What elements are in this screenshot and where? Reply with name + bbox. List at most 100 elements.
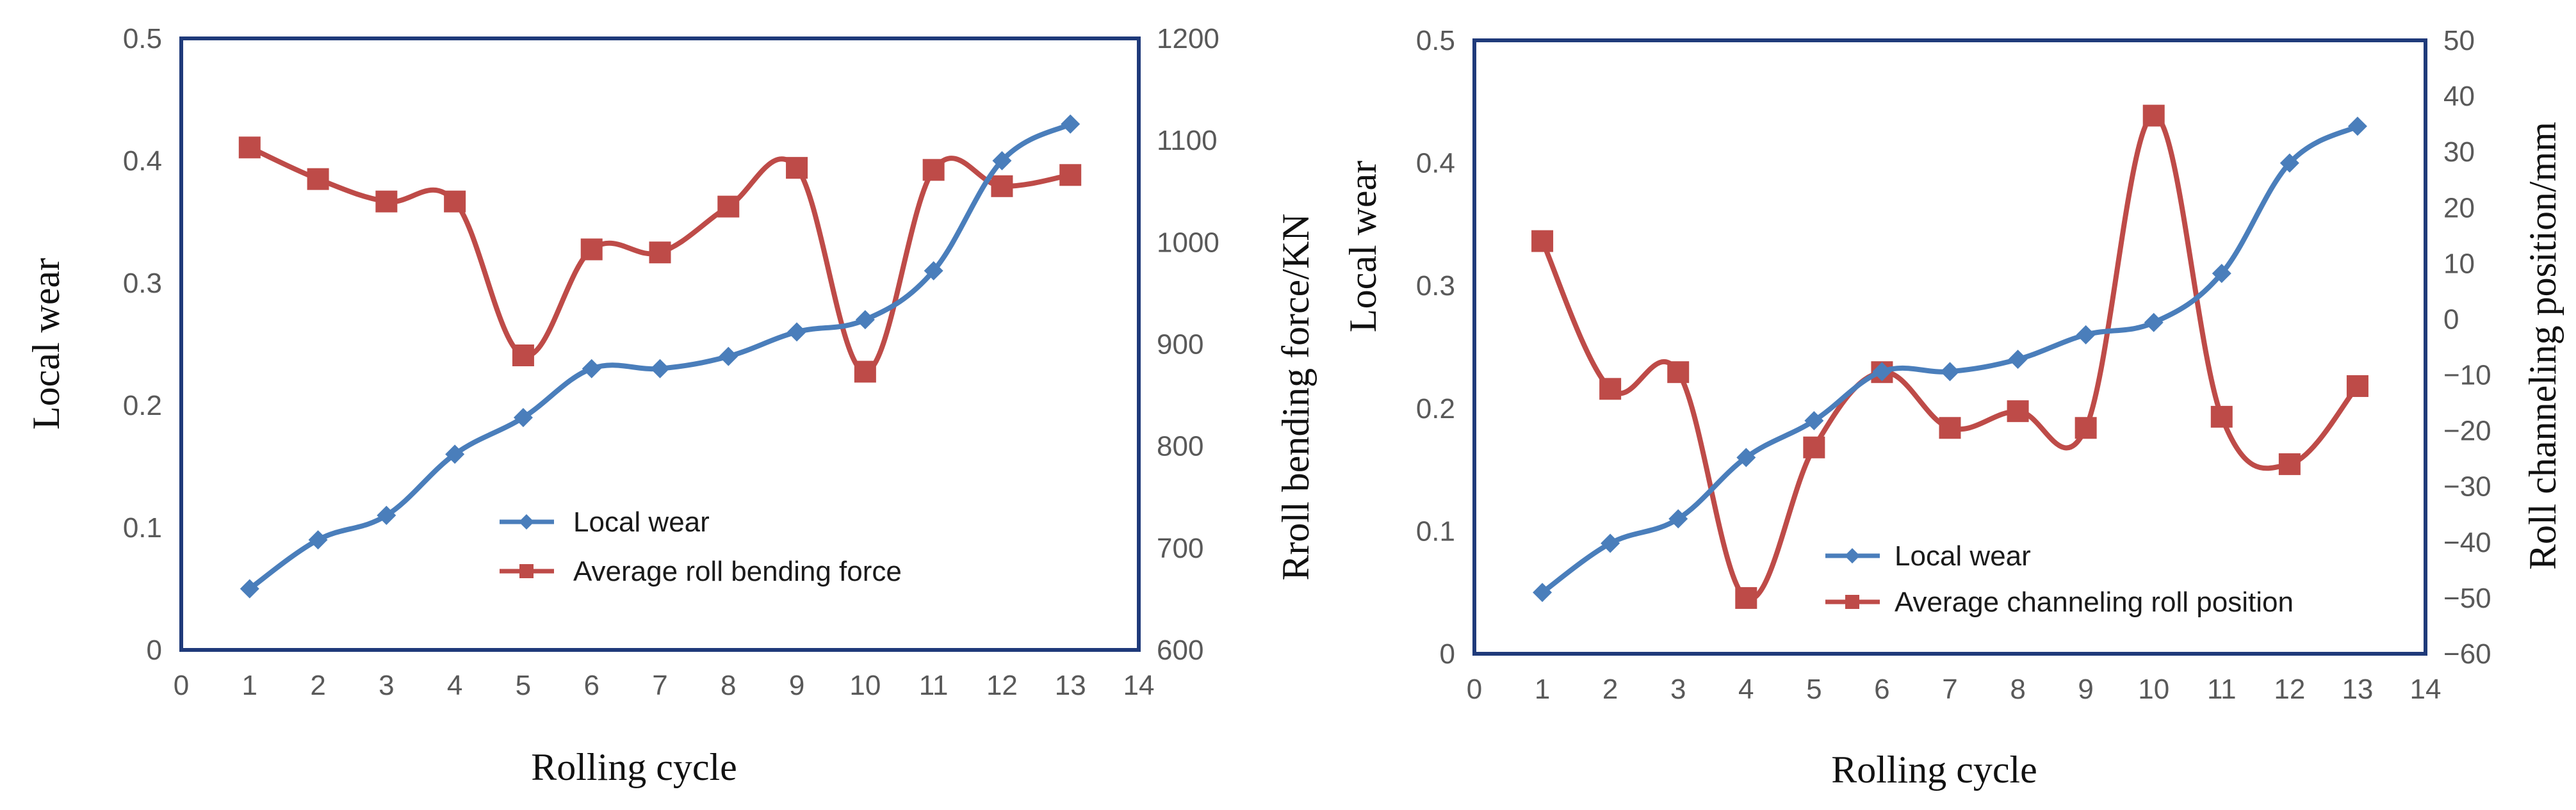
- y2-axis-title: Roll channeling position/mm: [2522, 122, 2564, 570]
- x-tick-label: 11: [2207, 674, 2237, 705]
- data-point-local-wear: [992, 151, 1012, 170]
- data-point-local-wear: [1804, 410, 1824, 430]
- data-point-red-series: [717, 195, 740, 218]
- data-point-local-wear: [240, 579, 259, 599]
- x-tick-label: 8: [2010, 674, 2025, 705]
- y-tick-label: 0.2: [123, 390, 162, 421]
- data-point-local-wear: [445, 444, 465, 464]
- x-tick-label: 14: [1123, 670, 1155, 701]
- y-tick-label: 0.1: [1416, 515, 1455, 547]
- y2-tick-label: 1000: [1157, 227, 1219, 258]
- data-point-red-series: [580, 238, 603, 261]
- plot-frame: [1472, 38, 2427, 656]
- x-tick-label: 6: [1874, 674, 1889, 705]
- data-point-local-wear: [2008, 350, 2028, 369]
- x-tick-label: 3: [1670, 674, 1686, 705]
- y-tick-label: 0.5: [123, 23, 162, 54]
- y2-axis-title: Rroll bending force/KN: [1275, 213, 1317, 580]
- y2-tick-label: −50: [2443, 583, 2491, 614]
- y-axis-title: Local wear: [25, 258, 67, 430]
- y2-tick-label: 10: [2443, 248, 2475, 279]
- data-point-red-series: [2210, 405, 2233, 428]
- y2-tick-label: 900: [1157, 329, 1203, 360]
- y-tick-label: 0: [147, 635, 162, 666]
- y2-tick-label: 40: [2443, 81, 2475, 112]
- y-tick-label: 0.3: [123, 268, 162, 299]
- x-tick-label: 13: [2342, 674, 2373, 705]
- x-tick-label: 2: [1602, 674, 1618, 705]
- y2-tick-label: 20: [2443, 192, 2475, 223]
- x-tick-label: 0: [174, 670, 189, 701]
- x-tick-label: 13: [1055, 670, 1086, 701]
- x-tick-label: 7: [652, 670, 667, 701]
- y2-tick-label: 1100: [1157, 125, 1218, 156]
- data-point-red-series: [1803, 436, 1825, 458]
- x-tick-label: 12: [986, 670, 1018, 701]
- data-point-local-wear: [1061, 114, 1080, 134]
- data-point-local-wear: [1533, 583, 1553, 603]
- y2-tick-label: −20: [2443, 416, 2491, 447]
- data-point-local-wear: [924, 261, 943, 280]
- chart-right: 0 1 2 3 4 5 6 7 8 9 10 11 12 13 14 00.10.20.30.40.5 −6…: [1342, 25, 2564, 791]
- data-point-local-wear: [1736, 448, 1756, 467]
- plot-frame: [179, 36, 1141, 652]
- data-point-red-series: [1059, 164, 1082, 186]
- data-point-local-wear: [1872, 362, 1892, 382]
- x-tick-label: 0: [1467, 674, 1482, 705]
- y2-tick-label: 50: [2443, 25, 2475, 56]
- x-tick-label: 10: [2138, 674, 2169, 705]
- x-tick-label: 2: [310, 670, 325, 701]
- y2-tick-label: 1200: [1157, 23, 1219, 54]
- data-point-local-wear: [2076, 325, 2096, 344]
- x-axis-title: Rolling cycle: [1831, 749, 2037, 791]
- legend-marker-roll-bending-force: [519, 564, 534, 578]
- y2-tick-label: 30: [2443, 136, 2475, 168]
- data-point-local-wear: [582, 359, 601, 378]
- x-tick-label: 7: [1942, 674, 1957, 705]
- data-point-red-series: [854, 360, 876, 383]
- x-tick-label: 6: [583, 670, 599, 701]
- data-point-local-wear: [308, 530, 328, 550]
- y-tick-label: 0.4: [123, 145, 162, 177]
- y-tick-label: 0.2: [1416, 393, 1455, 425]
- y-tick-label: 0.4: [1416, 148, 1455, 179]
- data-point-red-series: [375, 190, 398, 213]
- data-point-red-series: [1531, 230, 1554, 252]
- data-point-red-series: [1667, 361, 1690, 384]
- legend-marker-local-wear: [1845, 548, 1860, 563]
- y2-tick-label: 0: [2443, 304, 2459, 335]
- data-point-red-series: [1939, 417, 1961, 439]
- x-tick-label: 12: [2274, 674, 2305, 705]
- legend-marker-channeling-roll-position: [1845, 595, 1859, 609]
- x-tick-label: 1: [242, 670, 257, 701]
- data-point-red-series: [2142, 104, 2165, 127]
- x-tick-label: 1: [1535, 674, 1550, 705]
- data-point-red-series: [1735, 587, 1757, 609]
- x-axis-title: Rolling cycle: [531, 746, 737, 788]
- x-tick-label: 4: [447, 670, 462, 701]
- legend-marker-local-wear: [519, 514, 534, 530]
- data-point-local-wear: [1601, 533, 1620, 553]
- data-point-local-wear: [377, 505, 396, 525]
- data-point-local-wear: [1668, 509, 1688, 529]
- legend-label-roll-bending-force: Average roll bending force: [573, 556, 902, 587]
- data-point-red-series: [444, 190, 466, 213]
- x-tick-label: 5: [1806, 674, 1822, 705]
- data-point-red-series: [2075, 417, 2097, 439]
- y2-tick-label: −40: [2443, 527, 2491, 558]
- data-point-red-series: [922, 159, 945, 181]
- y2-tick-label: 600: [1157, 635, 1203, 666]
- x-tick-label: 8: [721, 670, 736, 701]
- legend-label-local-wear: Local wear: [573, 506, 710, 538]
- y-axis-title: Local wear: [1342, 161, 1384, 332]
- chart-left: 0 1 2 3 4 5 6 7 8 9 10 11 12 13 14 00.10.20.30.40.5 60…: [25, 23, 1317, 788]
- y-tick-label: 0.3: [1416, 270, 1455, 302]
- data-point-local-wear: [855, 310, 875, 330]
- data-point-local-wear: [2347, 117, 2367, 136]
- data-point-local-wear: [787, 322, 807, 342]
- x-tick-label: 14: [2410, 674, 2441, 705]
- legend: Local wear Average channeling roll posit…: [1825, 540, 2294, 618]
- data-point-red-series: [307, 168, 329, 190]
- y2-tick-label: 700: [1157, 533, 1203, 564]
